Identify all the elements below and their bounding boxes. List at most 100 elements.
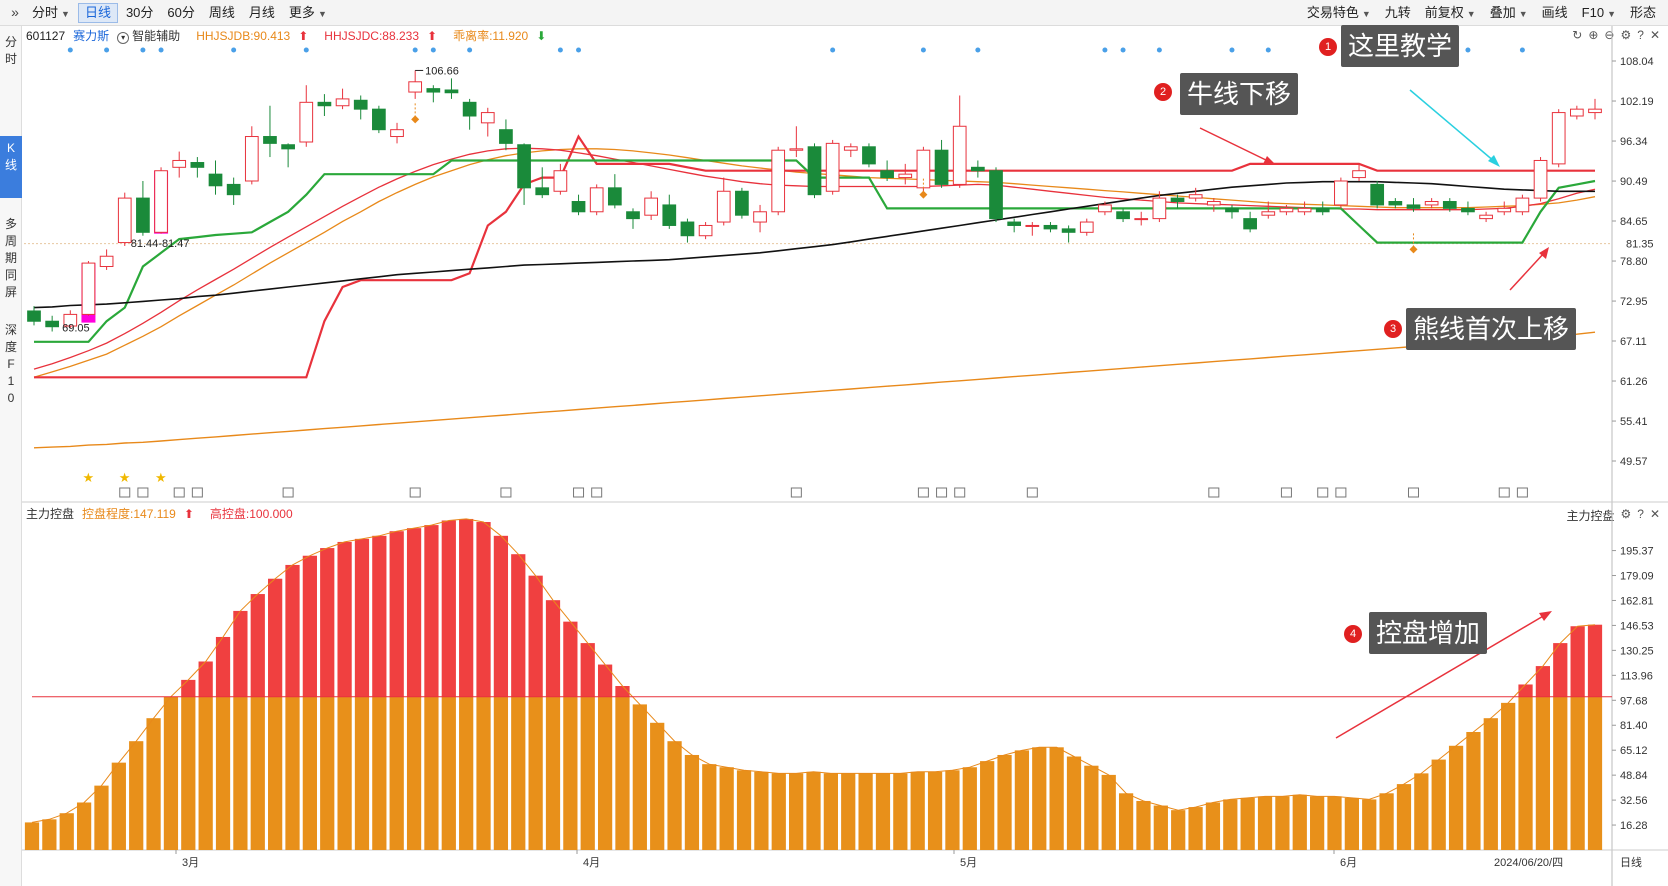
control-bar (1084, 765, 1099, 850)
sidebar-item-multi-period[interactable]: 多周期同屏 (0, 216, 22, 301)
y-tick-label: 97.68 (1620, 695, 1648, 707)
candle (553, 170, 568, 192)
candle (1334, 180, 1348, 206)
close-icon[interactable]: ✕ (1649, 28, 1660, 42)
control-bar (1205, 802, 1221, 850)
news-icon (936, 487, 948, 498)
candle (1569, 108, 1584, 117)
control-bar (545, 696, 561, 850)
candle (626, 211, 640, 220)
control-bar-high (545, 600, 561, 697)
tab-minute[interactable]: 分时 ▼ (32, 5, 70, 20)
assist-toggle[interactable]: ▾ 智能辅助 (117, 26, 188, 46)
tab-weekly[interactable]: 周线 (208, 5, 235, 20)
candle (1061, 228, 1076, 233)
candle (1079, 221, 1094, 233)
star-icon: ★ (155, 471, 167, 486)
indicator-name[interactable]: 主力控盘 (26, 507, 75, 521)
control-bar (667, 741, 682, 850)
control-bar (875, 773, 891, 850)
stock-name[interactable]: 赛力斯 (73, 29, 110, 43)
control-bar-high (354, 538, 370, 697)
control-bar (372, 696, 387, 850)
control-bar (1483, 718, 1498, 850)
close-icon[interactable]: ✕ (1649, 507, 1660, 521)
gear-icon[interactable]: ⚙ (1620, 28, 1632, 42)
control-bar (945, 770, 960, 850)
tab-more[interactable]: 更多 ▼ (288, 5, 327, 20)
control-bar-high (215, 636, 231, 697)
candle (1515, 197, 1530, 213)
tab-monthly[interactable]: 月线 (248, 5, 275, 20)
control-bar-high (1570, 626, 1585, 697)
annotation-arrow-2 (1199, 127, 1271, 163)
control-bar (163, 696, 179, 850)
candle (63, 313, 78, 327)
indicator-name-right[interactable]: 主力控盘 (1566, 509, 1615, 523)
series-line-长期线 (33, 331, 1596, 449)
signal-dot (303, 47, 309, 53)
tab-daily[interactable]: 日线 (77, 3, 118, 23)
trading-features-menu[interactable]: 交易特色 ▼ (1306, 5, 1371, 20)
tab-30min[interactable]: 30分 (125, 5, 154, 20)
gear-icon[interactable]: ⚙ (1620, 507, 1632, 521)
arrow-head-icon (1539, 247, 1549, 259)
candle (571, 201, 586, 213)
signal-dot (1465, 47, 1471, 53)
control-bar (146, 718, 161, 850)
current-price-label: 81.35 (1626, 239, 1654, 251)
refresh-icon[interactable]: ↻ (1572, 28, 1583, 42)
control-bar (1275, 796, 1290, 850)
zoom-out-icon[interactable]: ⊖ (1604, 28, 1615, 42)
candle (172, 159, 187, 168)
candle (952, 125, 967, 185)
news-icon (1026, 487, 1038, 498)
candle (1206, 201, 1221, 206)
y-tick-label: 48.84 (1620, 770, 1648, 782)
pattern-button[interactable]: 形态 (1629, 5, 1656, 20)
candle (1442, 201, 1457, 209)
control-bar (1188, 807, 1203, 850)
y-tick-label: 102.19 (1620, 96, 1654, 108)
control-bar (563, 696, 578, 850)
overlay-menu[interactable]: 叠加 ▼ (1489, 5, 1528, 20)
help-icon[interactable]: ? (1637, 507, 1644, 521)
control-bar (215, 696, 231, 850)
help-icon[interactable]: ? (1637, 28, 1644, 42)
draw-line-button[interactable]: 画线 (1541, 5, 1568, 20)
y-tick-label: 81.40 (1620, 720, 1648, 732)
expand-icon[interactable]: » (11, 4, 19, 20)
control-bar-high (597, 664, 613, 697)
sidebar-item-minute[interactable]: 分时 (0, 34, 22, 68)
signal-dot (557, 47, 563, 53)
candle (916, 149, 931, 189)
candle (208, 173, 223, 187)
control-bar (1118, 793, 1134, 850)
control-line (31, 518, 1596, 823)
tab-60min[interactable]: 60分 (167, 5, 195, 20)
zoom-in-icon[interactable]: ⊕ (1588, 28, 1599, 42)
control-bar (771, 773, 786, 850)
control-bar (702, 764, 717, 850)
adjust-menu[interactable]: 前复权 ▼ (1424, 5, 1476, 20)
nine-turn-button[interactable]: 九转 (1384, 5, 1411, 20)
control-bar (1171, 810, 1186, 850)
control-bar-high (476, 522, 491, 697)
candle (934, 149, 949, 185)
control-bar (980, 761, 995, 850)
control-bar (337, 696, 352, 850)
candle (825, 142, 840, 192)
control-bar (1257, 796, 1273, 850)
chevron-down-icon: ▾ (117, 32, 130, 44)
y-tick-label: 195.37 (1620, 546, 1654, 558)
candle (1315, 207, 1330, 213)
candle (263, 136, 277, 144)
news-icon (790, 487, 802, 498)
control-bar (424, 696, 439, 850)
indicator-tools: 主力控盘 ⚙ ? ✕ (1560, 507, 1660, 524)
annotation-2: 牛线下移 (1180, 73, 1299, 115)
f10-menu[interactable]: F10 ▼ (1581, 5, 1616, 20)
